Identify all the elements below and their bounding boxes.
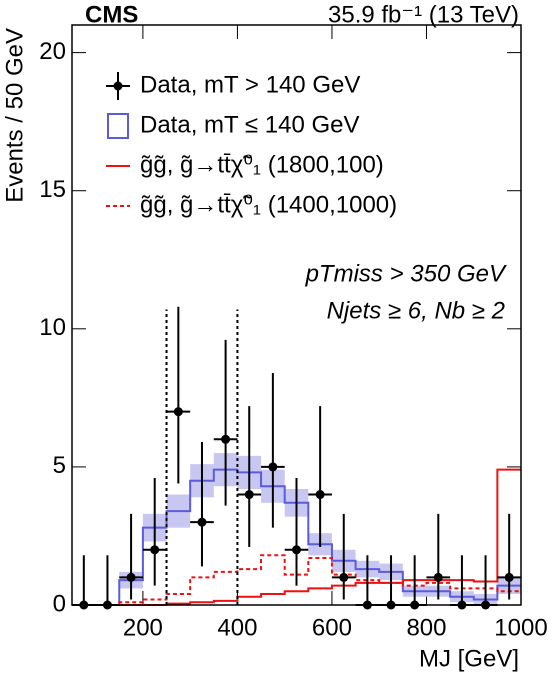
legend-marker — [113, 81, 123, 91]
x-tick-label: 400 — [217, 614, 257, 641]
x-tick-label: 1000 — [494, 614, 547, 641]
legend-label: g̃g̃, g̃→tt̄χ̃⁰₁ (1800,100) — [140, 151, 384, 178]
experiment: CMS — [85, 1, 138, 28]
data-point — [126, 572, 136, 582]
data-point — [173, 407, 183, 417]
x-tick-label: 200 — [123, 614, 163, 641]
y-tick-label: 15 — [39, 176, 66, 203]
annotation: pTmiss > 350 GeV — [305, 260, 507, 287]
legend-label: Data, mT > 140 GeV — [140, 71, 360, 98]
data-point — [150, 545, 160, 555]
y-tick-label: 5 — [53, 452, 66, 479]
y-tick-label: 0 — [53, 590, 66, 617]
data-point — [315, 490, 325, 500]
luminosity: 35.9 fb⁻¹ (13 TeV) — [328, 1, 519, 28]
data-point — [292, 545, 301, 555]
data-point — [504, 572, 514, 582]
legend-label: Data, mT ≤ 140 GeV — [140, 111, 360, 138]
x-tick-label: 800 — [406, 614, 446, 641]
data-point — [197, 517, 207, 527]
data-point — [433, 572, 443, 582]
plot-frame — [71, 24, 522, 606]
legend-label: g̃g̃, g̃→tt̄χ̃⁰₁ (1400,1000) — [140, 191, 397, 218]
data-point — [244, 490, 254, 500]
x-tick-label: 600 — [312, 614, 352, 641]
histogram — [72, 468, 521, 606]
y-tick-label: 20 — [39, 38, 66, 65]
y-axis-label: Events / 50 GeV — [1, 28, 28, 203]
annotation: Njets ≥ 6, Nb ≥ 2 — [327, 297, 505, 324]
data-point — [339, 572, 349, 582]
data-point — [268, 462, 278, 472]
legend-marker — [107, 113, 129, 139]
y-tick-label: 10 — [39, 314, 66, 341]
data-point — [221, 434, 231, 444]
x-axis-label: MJ [GeV] — [419, 645, 519, 672]
